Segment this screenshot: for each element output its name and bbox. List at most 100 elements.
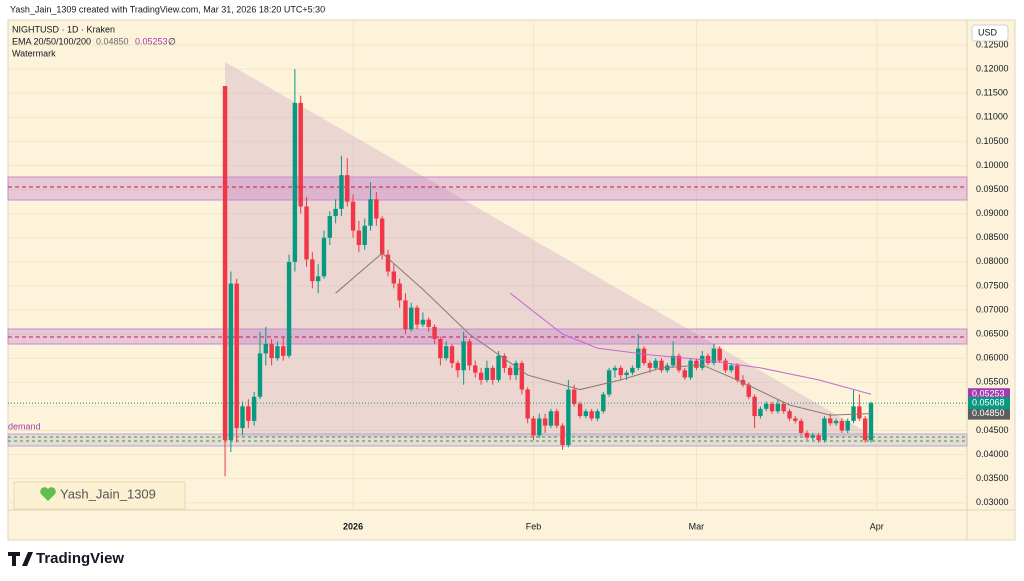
candle-body [484, 367, 490, 380]
price-tag-box [968, 397, 1010, 410]
candle-body [630, 367, 635, 373]
candle-body [781, 404, 786, 412]
demand-label: demand [8, 421, 41, 431]
y-tick-label: 0.10500 [976, 136, 1009, 146]
candle-body [321, 237, 327, 277]
candle-body [653, 360, 658, 368]
candle-body [339, 175, 344, 209]
y-tick-label: 0.08000 [976, 256, 1009, 266]
candle-body [397, 283, 402, 301]
candle-body [490, 367, 495, 380]
candle-body [636, 348, 641, 368]
candle-body [304, 206, 309, 260]
candle-body [496, 355, 501, 380]
candle-body [775, 404, 781, 412]
y-tick-label: 0.08500 [976, 232, 1009, 242]
axes: 0.12500 0.12000 0.11500 0.11000 0.10500 0.100… [343, 39, 1010, 531]
candle-body [798, 420, 804, 433]
currency: USD [978, 27, 998, 37]
candle-body [548, 411, 554, 426]
candle-body [816, 435, 821, 441]
candle-body [298, 102, 303, 207]
candle-body [589, 411, 594, 419]
ema-line [335, 252, 872, 416]
candle-body [263, 343, 269, 354]
candle-body [525, 389, 530, 419]
candle-body [281, 346, 286, 356]
candle-body [507, 367, 513, 376]
triangle-drawing [225, 62, 875, 437]
candle-body [682, 370, 687, 378]
candle-body [467, 341, 472, 366]
candle-body [723, 360, 728, 371]
candle-body [571, 389, 577, 405]
candle-body [286, 261, 292, 356]
heart-icon [40, 487, 56, 501]
candle-body [764, 404, 769, 409]
candle-body [676, 355, 682, 371]
candle-body [705, 355, 711, 364]
candle-body [839, 420, 845, 431]
candle-body [810, 435, 816, 438]
candle-body [414, 307, 420, 325]
indicator-symbol: ∅ [168, 36, 176, 46]
candle-body [787, 411, 792, 419]
candle-body [502, 355, 507, 368]
candle-body [513, 363, 519, 376]
watermark-label: Watermark [12, 48, 56, 58]
candle-body [426, 319, 431, 327]
candle-body [583, 411, 589, 417]
candle-body [374, 199, 379, 219]
candle-body [310, 259, 315, 282]
y-tick-label: 0.06000 [976, 353, 1009, 363]
candle-body [729, 365, 734, 371]
candle-body [624, 372, 629, 376]
y-tick-label: 0.11000 [976, 112, 1008, 122]
candle-body [717, 348, 722, 361]
candle-body [857, 406, 862, 419]
candle-body [350, 201, 356, 231]
candle-body [455, 363, 461, 371]
candle-body [560, 425, 565, 445]
x-tick-label: Mar [689, 521, 705, 531]
candle-body [222, 86, 228, 441]
price-tag: 0.05068 [972, 398, 1005, 408]
y-tick-label: 0.04500 [976, 425, 1009, 435]
candle-body [700, 355, 705, 368]
candle-body [362, 225, 367, 246]
y-tick-label: 0.09500 [976, 184, 1009, 194]
candle-body [292, 102, 298, 262]
x-tick-label: Apr [870, 521, 884, 531]
candle-body [566, 389, 571, 445]
candle-body [804, 432, 810, 438]
ema-tag: 0.04850 [972, 408, 1005, 418]
y-tick-label: 0.09000 [976, 208, 1009, 218]
candle-body [659, 360, 664, 371]
x-tick-label: 2026 [343, 521, 363, 531]
candle-body [275, 346, 280, 359]
candle-body [758, 408, 763, 417]
candle-body [537, 418, 542, 436]
candle-body [315, 276, 321, 282]
candle-body [379, 218, 385, 255]
candle-body [420, 319, 426, 325]
candle-body [851, 406, 856, 421]
candle-body [478, 372, 484, 380]
candle-body [554, 411, 559, 426]
author-line: Yash_Jain_1309 created with TradingView.… [10, 4, 325, 14]
candle-body [519, 363, 525, 390]
x-tick-label: Feb [526, 521, 542, 531]
candle-body [368, 199, 373, 226]
candle-body [461, 341, 466, 371]
watermark-text: Yash_Jain_1309 [60, 486, 156, 501]
candle-body [868, 403, 874, 441]
candle-body [612, 367, 618, 371]
candle-body [577, 404, 583, 417]
candle-body [403, 300, 408, 330]
candle-body [769, 404, 775, 412]
candle-body [694, 360, 699, 368]
y-tick-label: 0.06500 [976, 329, 1009, 339]
currency-box[interactable] [971, 24, 1009, 42]
candle-body [438, 338, 443, 359]
